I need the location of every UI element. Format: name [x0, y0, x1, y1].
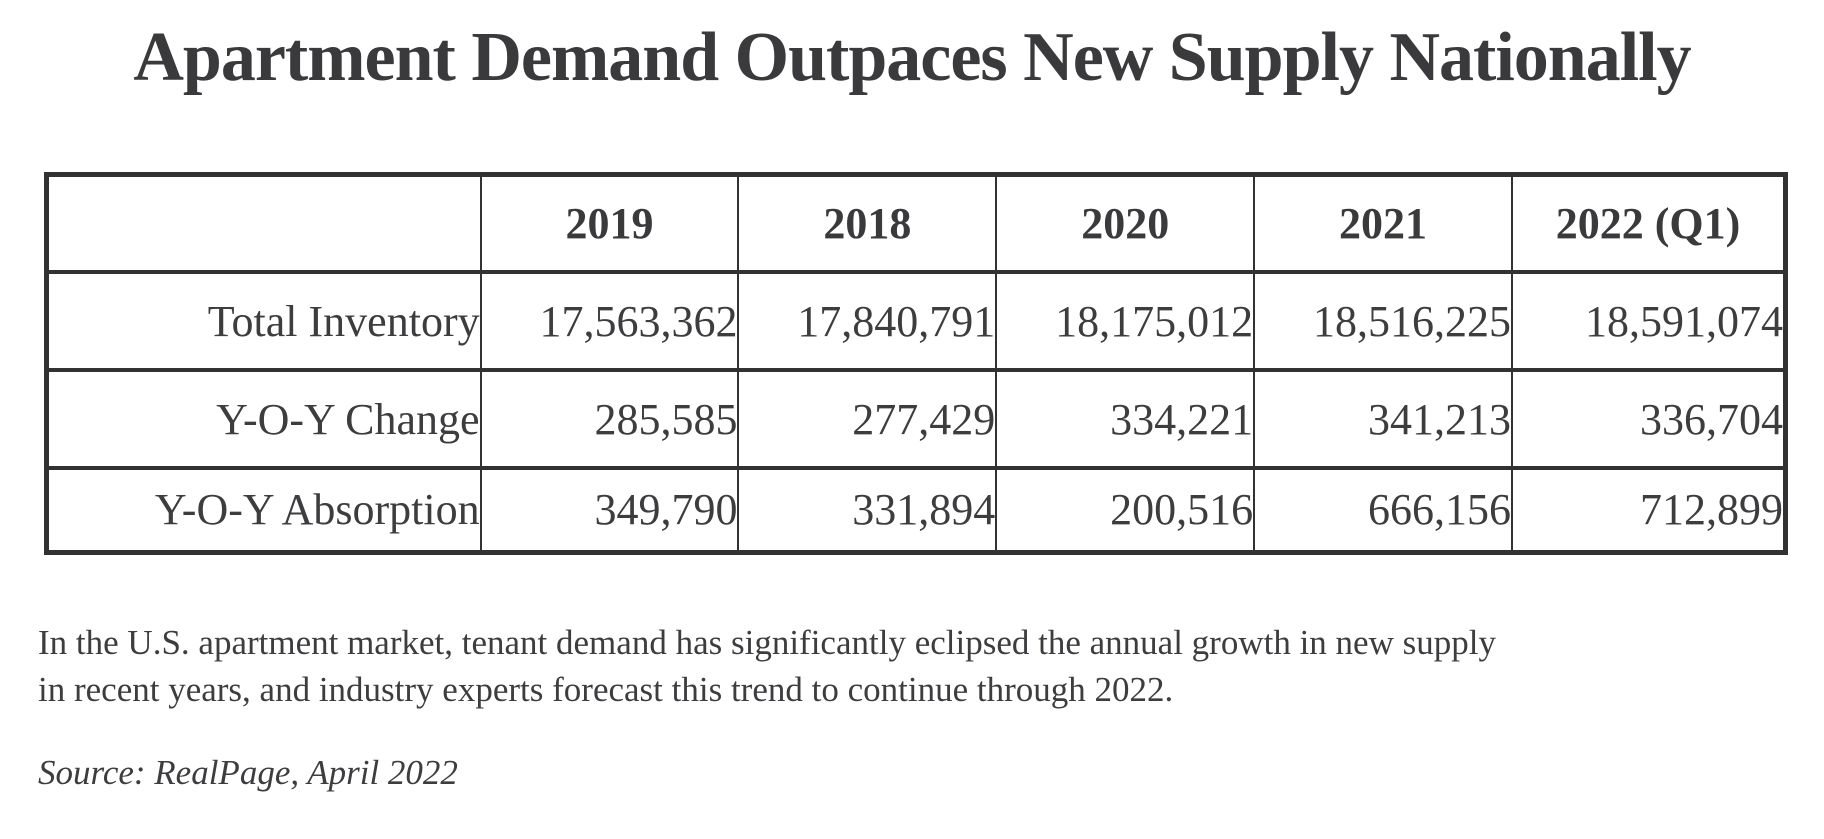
header-row: 2019 2018 2020 2021 2022 (Q1): [45, 172, 1787, 274]
row-label-total-inventory: Total Inventory: [45, 270, 482, 372]
column-header-2020: 2020: [995, 172, 1256, 274]
table-row-yoy-change: Y-O-Y Change 285,585 277,429 334,221 341…: [45, 368, 1787, 470]
table-cell: 336,704: [1510, 368, 1787, 470]
table-cell: 666,156: [1253, 466, 1513, 554]
page-title: Apartment Demand Outpaces New Supply Nat…: [133, 19, 1691, 96]
table-cell: 17,563,362: [479, 270, 740, 372]
table-cell: 285,585: [479, 368, 740, 470]
table-row-total-inventory: Total Inventory 17,563,362 17,840,791 18…: [45, 270, 1787, 372]
column-header-blank: [45, 172, 482, 274]
column-header-2022-q1: 2022 (Q1): [1510, 172, 1787, 274]
table-cell: 341,213: [1253, 368, 1513, 470]
table-cell: 331,894: [737, 466, 998, 554]
column-header-2018: 2018: [737, 172, 998, 274]
table-row-yoy-absorption: Y-O-Y Absorption 349,790 331,894 200,516…: [45, 466, 1787, 554]
table-cell: 18,591,074: [1510, 270, 1787, 372]
source-attribution: Source: RealPage, April 2022: [38, 752, 458, 792]
table-cell: 334,221: [995, 368, 1256, 470]
table-cell: 349,790: [479, 466, 740, 554]
column-header-2019: 2019: [479, 172, 740, 274]
table-cell: 17,840,791: [737, 270, 998, 372]
apartment-data-table: 2019 2018 2020 2021 2022 (Q1) Total Inve…: [44, 171, 1788, 555]
table-cell: 712,899: [1510, 466, 1787, 554]
row-label-yoy-absorption: Y-O-Y Absorption: [45, 466, 482, 554]
description-paragraph: In the U.S. apartment market, tenant dem…: [38, 619, 1818, 713]
table-cell: 200,516: [995, 466, 1256, 554]
table-cell: 18,175,012: [995, 270, 1256, 372]
table-cell: 18,516,225: [1253, 270, 1513, 372]
description-line-2: in recent years, and industry experts fo…: [38, 669, 1174, 709]
column-header-2021: 2021: [1253, 172, 1513, 274]
table-cell: 277,429: [737, 368, 998, 470]
description-line-1: In the U.S. apartment market, tenant dem…: [38, 622, 1496, 662]
row-label-yoy-change: Y-O-Y Change: [45, 368, 482, 470]
